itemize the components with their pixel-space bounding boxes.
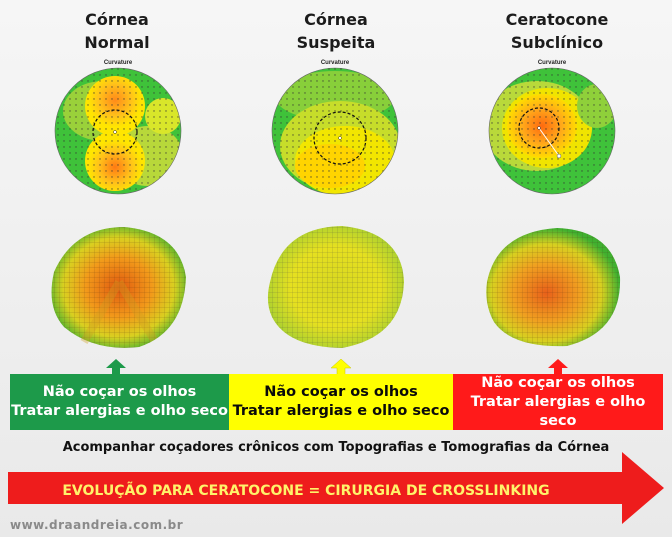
recommendation-band-red: Não coçar os olhos Tratar alergias e olh… — [453, 374, 663, 430]
cornea-surface-suspect — [267, 226, 404, 348]
title-line-1: Córnea — [85, 10, 149, 29]
up-arrow-icon — [331, 359, 351, 375]
band-line-1: Não coçar os olhos — [481, 374, 635, 391]
topography-map-subclinical: Curvature — [477, 60, 627, 195]
recommendation-band-yellow: Não coçar os olhos Tratar alergias e olh… — [229, 374, 453, 430]
map-label: Curvature — [103, 60, 133, 66]
column-title-normal: Córnea Normal — [37, 8, 197, 54]
topography-map-normal: Curvature — [43, 60, 193, 195]
title-line-2: Subclínico — [510, 33, 604, 52]
curvature-map-normal — [54, 67, 182, 195]
title-line-2: Suspeita — [296, 33, 376, 52]
map-label: Curvature — [537, 60, 567, 66]
band-line-2: Tratar alergias e olho seco — [470, 393, 646, 429]
band-line-1: Não coçar os olhos — [264, 384, 418, 400]
website-url: www.draandreia.com.br — [10, 518, 184, 532]
follow-up-text: Acompanhar coçadores crônicos com Topogr… — [62, 440, 610, 455]
recommendation-band-green: Não coçar os olhos Tratar alergias e olh… — [10, 374, 229, 430]
band-line-1: Não coçar os olhos — [42, 384, 197, 400]
curvature-map-suspect — [271, 67, 399, 195]
map-label: Curvature — [320, 60, 350, 66]
column-title-suspect: Córnea Suspeita — [256, 8, 416, 54]
evolution-arrow-icon — [8, 452, 664, 524]
topography-map-suspect: Curvature — [260, 60, 410, 195]
title-line-1: Ceratocone — [505, 10, 609, 29]
cornea-surface-subclinical — [486, 228, 621, 347]
band-line-2: Tratar alergias e olho seco — [11, 403, 228, 419]
evolution-text: EVOLUÇÃO PARA CERATOCONE = CIRURGIA DE C… — [62, 483, 550, 499]
up-arrow-icon — [106, 359, 126, 375]
band-line-2: Tratar alergias e olho seco — [232, 403, 450, 419]
column-title-subclinical: Ceratocone Subclínico — [477, 8, 637, 54]
title-line-2: Normal — [84, 33, 150, 52]
title-line-1: Córnea — [304, 10, 368, 29]
curvature-map-subclinical — [488, 67, 616, 195]
cornea-surface-normal — [51, 227, 187, 348]
up-arrow-icon — [548, 359, 568, 375]
